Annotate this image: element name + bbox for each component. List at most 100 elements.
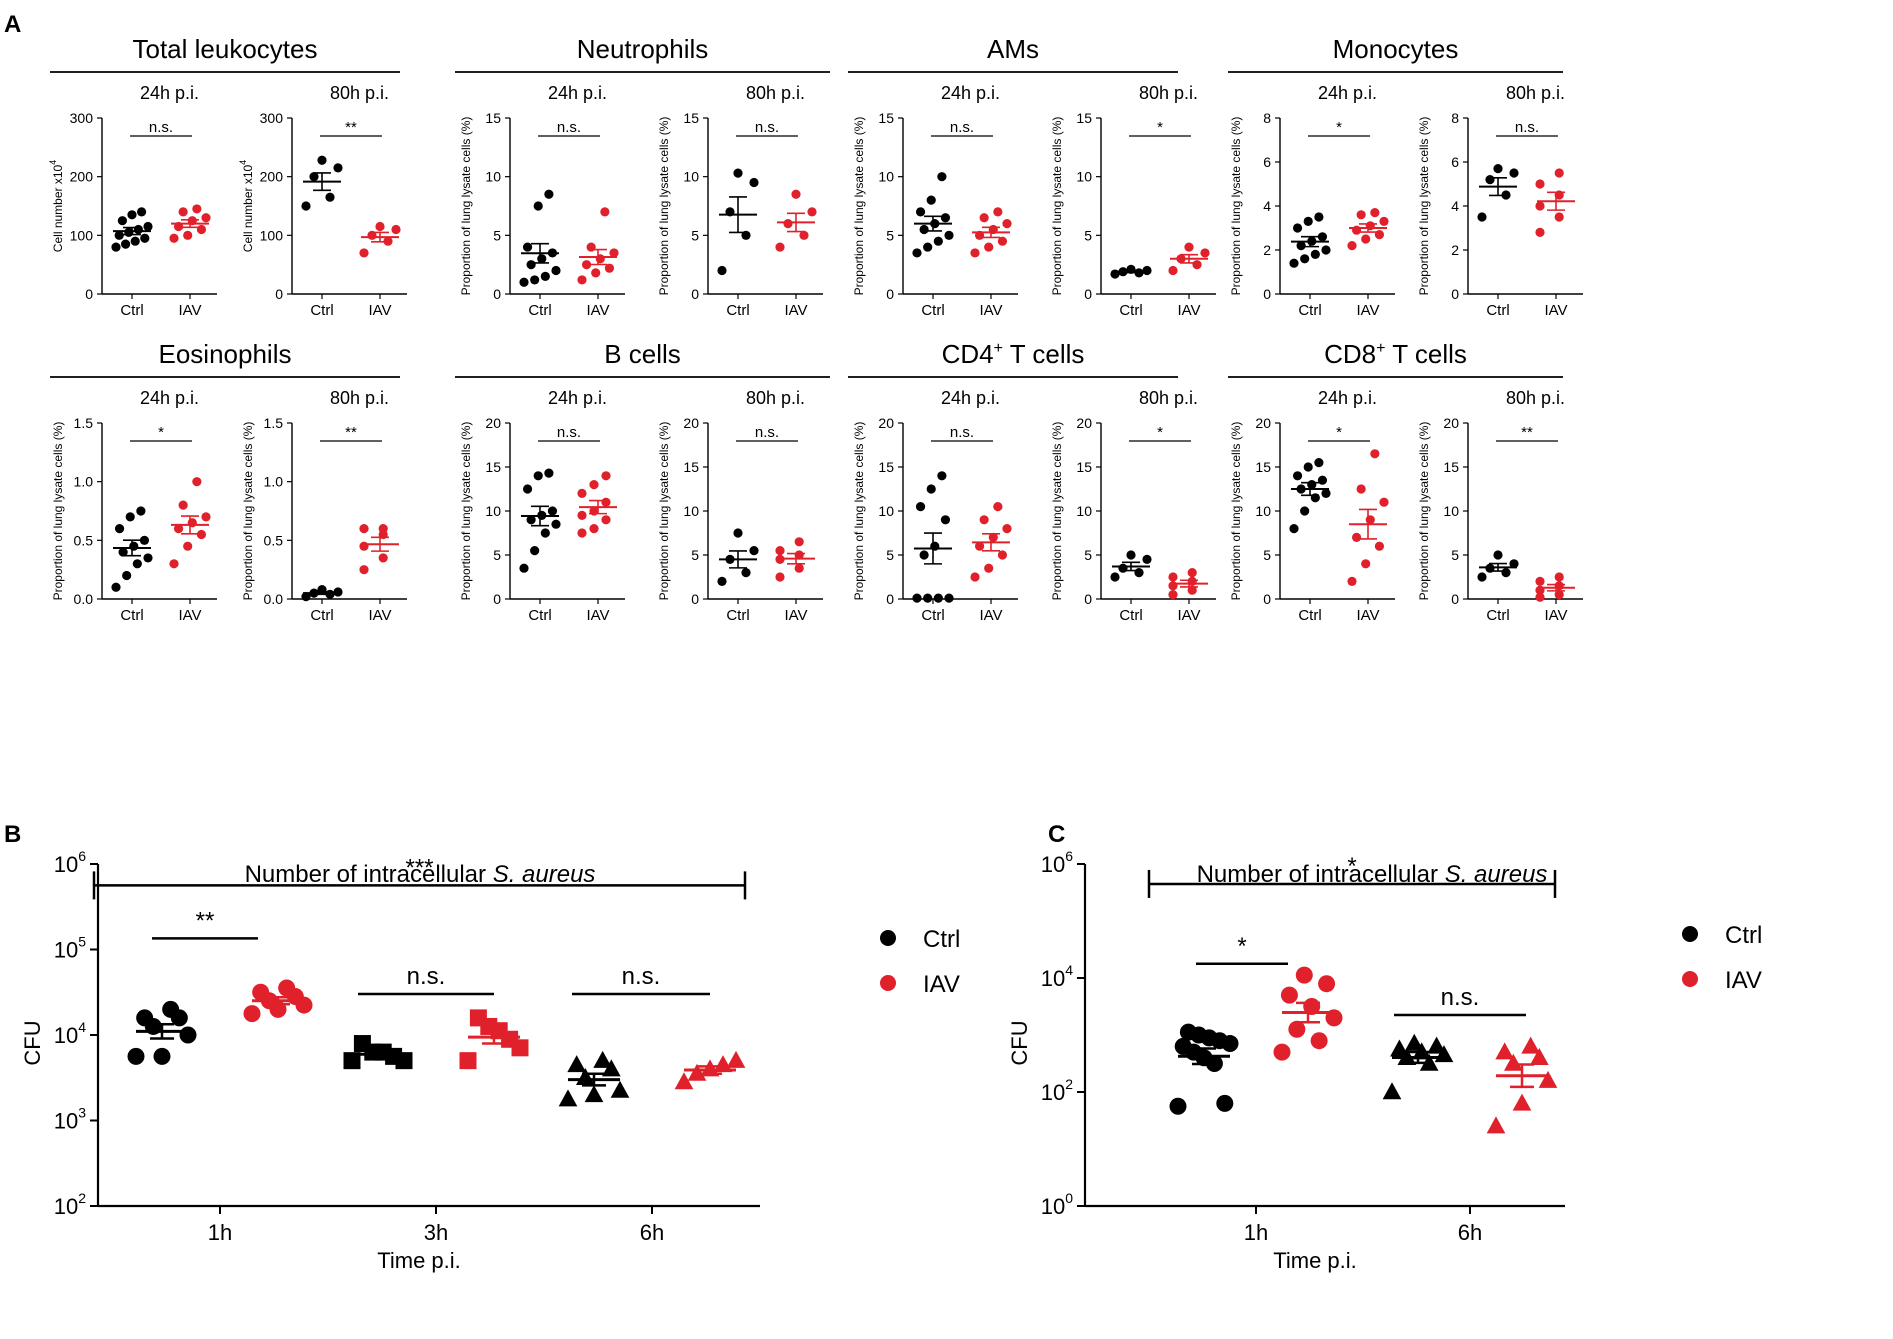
data-point-ctrl <box>1174 1037 1192 1055</box>
significance-label: ** <box>345 424 357 441</box>
data-point-ctrl <box>522 484 533 494</box>
y-axis-label-text: Proportion of lung lysate cells (%) <box>1229 422 1243 601</box>
subfigure-title: B cells <box>604 339 681 369</box>
y-tick-label: 5 <box>493 547 501 563</box>
y-tick-label: 0 <box>1263 286 1271 302</box>
legend-marker-iav <box>880 975 896 991</box>
data-point-iav <box>589 480 599 490</box>
data-point-ctrl <box>140 233 150 243</box>
subplot-80h: 80h p.i. 0.0 0.5 1.0 1.5 Proportion of lung l… <box>241 388 407 624</box>
x-tick-label: 3h <box>424 1220 448 1245</box>
data-point-iav <box>1310 1032 1328 1050</box>
y-tick-exponent: 4 <box>1065 962 1073 978</box>
x-tick-label: Ctrl <box>528 302 551 319</box>
y-tick-label: 10 <box>1443 503 1459 519</box>
x-tick-label: 6h <box>1458 1220 1482 1245</box>
data-point-ctrl <box>1300 506 1310 516</box>
data-point-ctrl <box>558 1089 578 1107</box>
data-point-ctrl <box>533 201 543 211</box>
y-axis-label: Proportion of lung lysate cells (%) <box>51 422 65 601</box>
data-point-ctrl <box>1142 265 1152 276</box>
data-point-iav <box>601 515 611 525</box>
y-tick-label: 15 <box>1076 459 1092 475</box>
y-axis-label-text: Proportion of lung lysate cells (%) <box>459 422 473 601</box>
subplot-80h: 80h p.i. 0 5 10 15 20 Proportion of lung lysat… <box>657 388 823 624</box>
subplot-80h: 80h p.i. 0 100 200 300 Cell number x104 Ctrl IA… <box>238 83 407 319</box>
data-point-ctrl <box>919 224 929 235</box>
data-point-ctrl <box>139 535 150 545</box>
x-tick-label: 1h <box>1244 1220 1268 1245</box>
data-point-ctrl <box>114 230 124 240</box>
data-point-iav <box>252 983 270 1001</box>
data-point-iav <box>169 233 179 243</box>
legend-label: Ctrl <box>923 926 960 953</box>
y-axis-label: Proportion of lung lysate cells (%) <box>1050 117 1064 296</box>
title-text: Total leukocytes <box>133 34 318 64</box>
y-axis-label: Cell number x104 <box>48 160 65 252</box>
data-point-iav <box>1347 576 1357 587</box>
data-point-ctrl <box>114 524 125 534</box>
y-tick-label: 15 <box>878 459 894 475</box>
y-tick-label: 5 <box>1084 547 1092 563</box>
data-point-ctrl <box>940 515 951 525</box>
significance-label: n.s. <box>149 119 173 136</box>
data-point-ctrl <box>1216 1094 1234 1112</box>
data-point-iav <box>794 550 804 560</box>
y-tick-label: 106 <box>1041 848 1073 877</box>
timepoint-label: 80h p.i. <box>1139 83 1198 103</box>
data-point-ctrl <box>1118 563 1128 573</box>
data-point-ctrl <box>749 546 759 556</box>
y-tick-label: 102 <box>54 1190 86 1219</box>
x-tick-label: IAV <box>1177 607 1200 624</box>
x-tick-label: Ctrl <box>726 607 749 624</box>
y-tick-exponent: 0 <box>1065 1190 1073 1206</box>
y-tick-label: 20 <box>1076 415 1092 431</box>
data-point-iav <box>378 524 388 534</box>
y-tick-label: 10 <box>683 503 699 519</box>
data-point-iav <box>359 541 369 551</box>
y-tick-label: 5 <box>886 227 894 243</box>
data-point-iav <box>601 471 611 481</box>
title-tail: T cells <box>1385 339 1466 369</box>
data-point-ctrl <box>717 265 727 276</box>
y-axis-label-text: Proportion of lung lysate cells (%) <box>1050 422 1064 601</box>
data-point-iav <box>993 502 1003 512</box>
data-point-iav <box>674 1072 694 1090</box>
y-tick-label: 5 <box>493 227 501 243</box>
data-point-iav <box>196 224 207 235</box>
y-tick-base: 10 <box>1041 1194 1065 1219</box>
data-point-iav <box>201 512 211 522</box>
timepoint-label: 80h p.i. <box>1506 83 1565 103</box>
data-point-iav <box>192 477 202 487</box>
data-point-iav <box>1168 572 1178 582</box>
data-point-ctrl <box>749 177 759 188</box>
timepoint-label: 80h p.i. <box>1506 388 1565 408</box>
data-point-ctrl <box>530 275 540 285</box>
data-point-ctrl <box>940 213 951 223</box>
data-point-iav <box>577 488 587 498</box>
y-tick-label: 0 <box>275 286 283 302</box>
x-tick-label: IAV <box>368 607 391 624</box>
data-point-iav <box>600 207 610 217</box>
y-tick-label: 15 <box>683 110 699 126</box>
data-point-iav <box>1379 497 1389 507</box>
data-point-ctrl <box>1292 223 1303 233</box>
x-tick-label: IAV <box>178 607 201 624</box>
significance-label: * <box>1157 119 1163 136</box>
data-point-ctrl <box>1126 550 1136 560</box>
comparison-label: n.s. <box>1441 984 1480 1011</box>
data-point-ctrl <box>122 570 132 581</box>
y-tick-label: 15 <box>683 459 699 475</box>
data-point-ctrl <box>540 528 550 538</box>
data-point-iav <box>791 189 801 199</box>
data-point-ctrl <box>937 471 947 481</box>
y-tick-label: 0 <box>1084 591 1092 607</box>
data-point-iav <box>1370 449 1380 459</box>
data-point-iav <box>1554 168 1564 178</box>
y-tick-label: 0.5 <box>264 532 284 548</box>
timepoint-label: 80h p.i. <box>1139 388 1198 408</box>
y-tick-label: 0 <box>493 286 501 302</box>
title-sup: + <box>994 340 1003 357</box>
data-point-iav <box>1535 592 1545 602</box>
